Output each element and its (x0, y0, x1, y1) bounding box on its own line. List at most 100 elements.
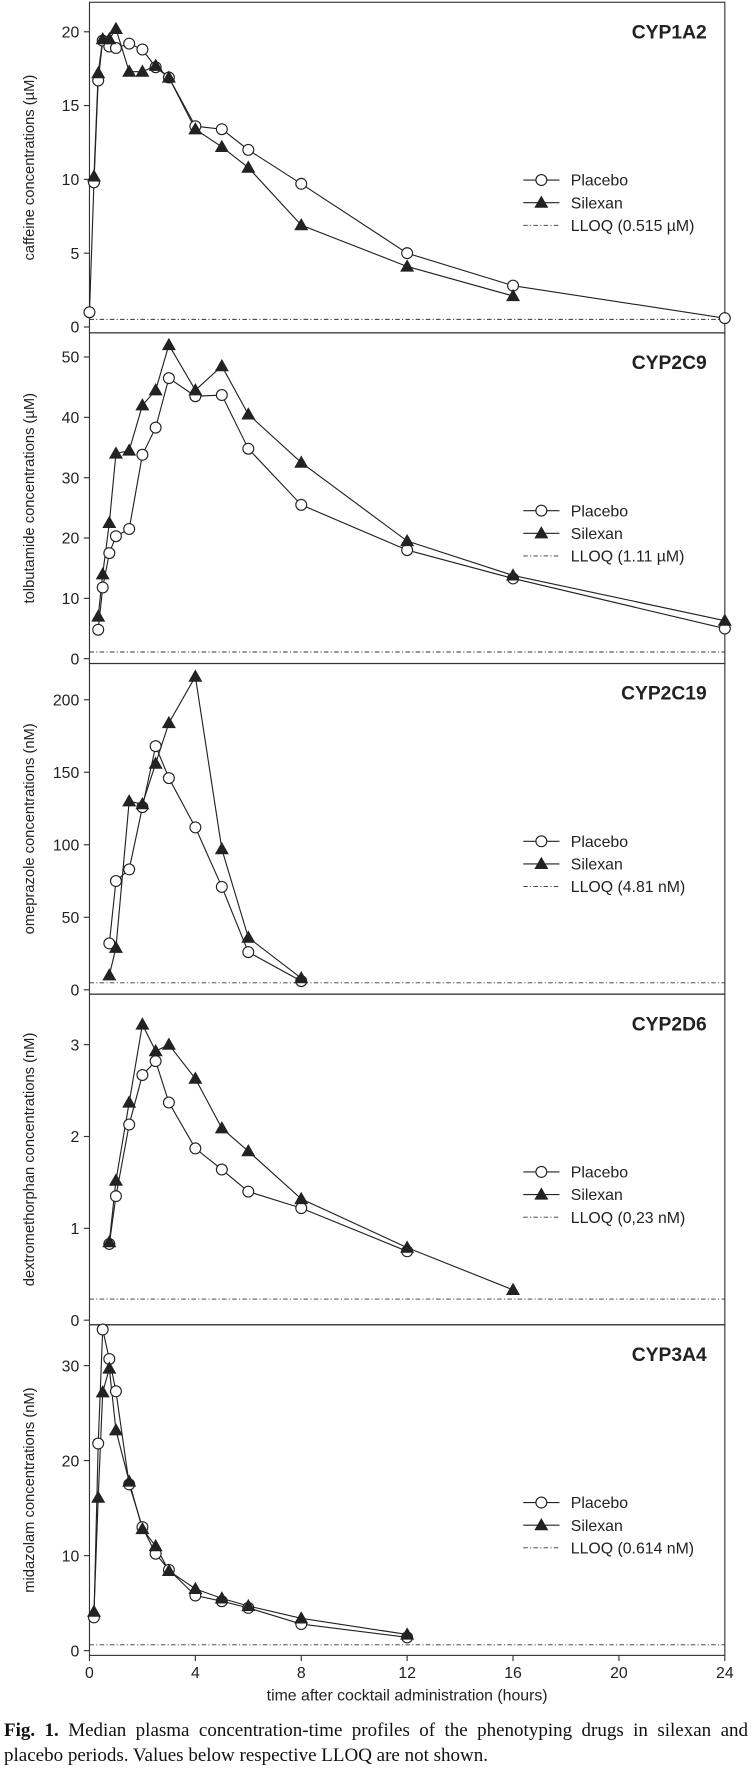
plot-frame (88, 662, 726, 995)
y-tick-label: 150 (53, 765, 80, 782)
series-line (108, 674, 302, 979)
marker-triangle (188, 1071, 203, 1084)
marker-triangle (102, 1361, 117, 1374)
y-axis-label: omeprazole concentrations (nM) (22, 723, 38, 934)
marker-triangle (148, 383, 163, 396)
x-tick-label: 16 (504, 1665, 522, 1682)
caption-label: Fig. 1. (4, 1720, 59, 1741)
marker-triangle (161, 337, 176, 351)
marker-circle (103, 547, 116, 560)
marker-circle (92, 623, 105, 636)
y-tick-label: 5 (70, 246, 79, 263)
marker-triangle (534, 856, 549, 870)
marker-triangle (400, 533, 415, 547)
legend-label: Silexan (571, 526, 623, 543)
marker-triangle (122, 1095, 137, 1108)
marker-circle (123, 522, 136, 535)
marker-triangle (108, 21, 123, 34)
x-tick-label: 12 (398, 1665, 416, 1682)
y-tick-label: 50 (62, 910, 80, 927)
marker-circle (535, 1165, 548, 1178)
marker-triangle (102, 32, 117, 45)
marker-triangle (214, 358, 229, 372)
series-line (108, 1022, 514, 1291)
marker-circle (535, 504, 548, 517)
legend-label: LLOQ (1.11 µM) (571, 549, 685, 566)
marker-triangle (161, 1563, 176, 1576)
marker-triangle (108, 940, 123, 953)
marker-triangle (241, 407, 256, 420)
marker-circle (242, 1185, 255, 1198)
y-axis-label: caffeine concentrations (µM) (22, 75, 38, 261)
marker-triangle (148, 58, 163, 71)
marker-circle (189, 1142, 202, 1155)
y-tick-label: 15 (62, 98, 80, 115)
marker-triangle (95, 1385, 110, 1398)
legend-label: LLOQ (0.614 nM) (571, 1540, 694, 1557)
plot-frame (88, 1, 726, 334)
series-line (93, 1368, 408, 1636)
marker-circle (109, 875, 122, 888)
y-tick-label: 0 (70, 651, 79, 668)
panel-title: CYP2D6 (632, 1014, 707, 1035)
marker-triangle (122, 443, 137, 456)
marker-triangle (294, 971, 309, 984)
caption: Fig. 1. Median plasma concentration-time… (0, 1712, 752, 1774)
marker-triangle (91, 1490, 106, 1503)
marker-triangle (135, 797, 150, 810)
marker-circle (242, 442, 255, 455)
marker-triangle (188, 122, 203, 135)
marker-circle (718, 312, 731, 325)
marker-circle (109, 530, 122, 543)
marker-circle (109, 1190, 122, 1203)
y-tick-label: 20 (62, 1453, 80, 1470)
legend-label: Silexan (571, 1518, 623, 1535)
legend-label: Placebo (571, 1495, 628, 1512)
marker-circle (215, 880, 228, 893)
marker-circle (149, 1055, 162, 1068)
series-line (108, 1060, 408, 1252)
marker-triangle (135, 1017, 150, 1030)
marker-triangle (294, 1191, 309, 1205)
marker-triangle (400, 259, 415, 272)
y-axis-label: midazolam concentrations (nM) (22, 1387, 38, 1592)
y-tick-label: 50 (62, 350, 80, 367)
marker-circle (136, 1068, 149, 1081)
marker-triangle (135, 64, 150, 77)
marker-triangle (294, 218, 309, 231)
marker-triangle (135, 398, 150, 411)
y-tick-label: 100 (53, 837, 80, 854)
marker-triangle (135, 1521, 150, 1535)
y-tick-label: 0 (70, 1643, 79, 1660)
legend-label: Silexan (571, 1187, 623, 1204)
marker-triangle (161, 1037, 176, 1050)
legend-label: Placebo (571, 173, 628, 190)
marker-circle (189, 821, 202, 834)
y-tick-label: 3 (70, 1037, 79, 1054)
marker-circle (215, 123, 228, 136)
legend-label: LLOQ (4.81 nM) (571, 879, 685, 896)
y-tick-label: 10 (62, 1548, 80, 1565)
marker-triangle (102, 515, 117, 529)
x-tick-label: 8 (297, 1665, 306, 1682)
marker-triangle (294, 455, 309, 468)
marker-triangle (102, 1234, 117, 1248)
plot-frame (88, 1324, 726, 1656)
marker-triangle (506, 568, 521, 581)
marker-triangle (241, 1144, 256, 1157)
panel-title: CYP3A4 (632, 1345, 707, 1366)
y-tick-label: 10 (62, 172, 80, 189)
marker-triangle (108, 1423, 123, 1436)
marker-triangle (534, 1518, 549, 1531)
marker-triangle (400, 1627, 415, 1640)
marker-triangle (241, 160, 256, 173)
legend-label: Placebo (571, 1165, 628, 1182)
marker-triangle (122, 1474, 137, 1487)
marker-triangle (214, 1121, 229, 1134)
y-tick-label: 10 (62, 591, 80, 608)
marker-triangle (241, 930, 256, 943)
marker-circle (123, 1118, 136, 1131)
marker-triangle (91, 609, 106, 622)
marker-triangle (108, 446, 123, 459)
marker-triangle (506, 288, 521, 302)
